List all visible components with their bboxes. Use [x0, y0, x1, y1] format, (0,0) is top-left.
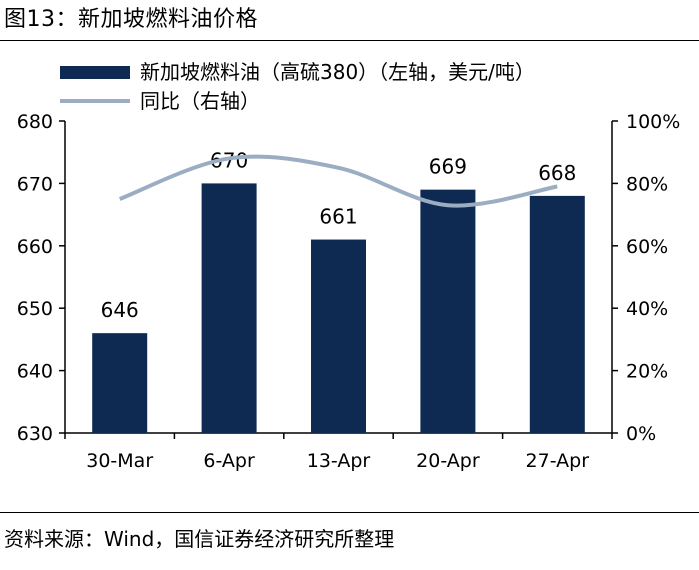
left-tick-label: 670 [17, 173, 53, 195]
title-rule [0, 40, 699, 41]
yoy-line [119, 154, 558, 208]
legend: 新加坡燃料油（高硫380）（左轴，美元/吨） 同比（右轴） [60, 60, 535, 113]
left-tick-label: 630 [17, 423, 53, 445]
bar-data-label: 669 [429, 155, 467, 179]
bar [529, 195, 585, 433]
chart-title: 图13：新加坡燃料油价格 [4, 7, 258, 32]
source-rule [0, 512, 699, 513]
right-tick-label: 100% [626, 111, 680, 133]
legend-line-label: 同比（右轴） [140, 89, 260, 113]
bar [420, 189, 476, 433]
x-tick-label: 27-Apr [526, 450, 590, 472]
x-tick-label: 13-Apr [307, 450, 371, 472]
right-tick-label: 80% [626, 173, 668, 195]
x-tick-label: 6-Apr [203, 450, 255, 472]
right-tick-label: 20% [626, 361, 668, 383]
legend-bar-swatch [60, 66, 130, 79]
x-tick-label: 30-Mar [86, 450, 153, 472]
bar [201, 183, 257, 433]
legend-bar-label: 新加坡燃料油（高硫380）（左轴，美元/吨） [140, 60, 535, 84]
right-tick-label: 0% [626, 423, 656, 445]
bar-data-label: 646 [101, 298, 139, 322]
left-tick-label: 660 [17, 236, 53, 258]
right-tick-label: 40% [626, 298, 668, 320]
bar-data-label: 668 [538, 161, 576, 185]
bar [311, 239, 366, 433]
x-tick-label: 20-Apr [416, 450, 480, 472]
left-tick-label: 680 [17, 111, 53, 133]
right-tick-label: 60% [626, 236, 668, 258]
left-tick-label: 650 [17, 298, 53, 320]
source-note: 资料来源：Wind，国信证券经济研究所整理 [4, 527, 395, 551]
bar-data-label: 661 [319, 205, 357, 229]
left-tick-label: 640 [17, 361, 53, 383]
axes: 630 640 650 660 670 680 0% 20% 40% 60% 80% 100% 30-M… [17, 111, 681, 472]
yoy-line-path [119, 154, 558, 208]
bar [92, 333, 148, 433]
chart: 新加坡燃料油（高硫380）（左轴，美元/吨） 同比（右轴） 6306406506… [17, 60, 681, 472]
